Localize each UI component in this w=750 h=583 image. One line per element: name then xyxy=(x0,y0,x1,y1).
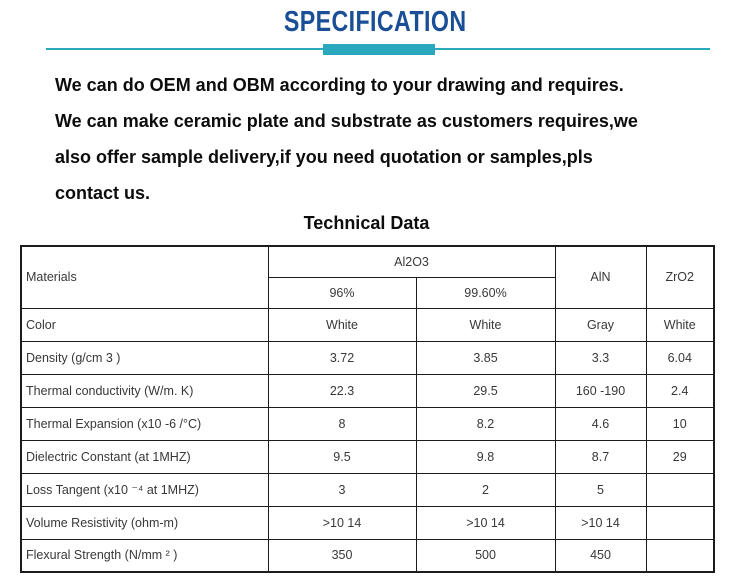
materials-header-cell: Materials xyxy=(20,245,269,309)
title-divider xyxy=(0,44,750,55)
row-label-cell: Volume Resistivity (ohm-m) xyxy=(20,505,269,540)
row-label-cell: Dielectric Constant (at 1MHZ) xyxy=(20,439,269,474)
al2o3-9960-header-cell: 99.60% xyxy=(415,276,556,309)
row-value-cell: 22.3 xyxy=(267,373,417,408)
row-value-cell: 450 xyxy=(554,538,647,573)
row-value-cell: 8 xyxy=(267,406,417,441)
intro-paragraph: We can do OEM and OBM according to your … xyxy=(55,67,700,211)
row-value-cell: 500 xyxy=(415,538,556,573)
table-row-volume-resistivity: Volume Resistivity (ohm-m) >10 14 >10 14… xyxy=(20,505,715,540)
page-title-row: SPECIFICATION xyxy=(0,0,750,39)
intro-line-2: We can make ceramic plate and substrate … xyxy=(55,111,638,131)
technical-data-table: Materials Al2O3 AlN ZrO2 96% 99.60% Colo… xyxy=(20,245,715,573)
table-row-dielectric-constant: Dielectric Constant (at 1MHZ) 9.5 9.8 8.… xyxy=(20,439,715,474)
row-value-cell: Gray xyxy=(554,307,647,342)
table-row-thermal-expansion: Thermal Expansion (x10 -6 /°C) 8 8.2 4.6… xyxy=(20,406,715,441)
row-label-cell: Density (g/cm 3 ) xyxy=(20,340,269,375)
row-label-cell: Color xyxy=(20,307,269,342)
aln-header-cell: AlN xyxy=(554,245,647,309)
row-value-cell: >10 14 xyxy=(267,505,417,540)
al2o3-96-header-cell: 96% xyxy=(267,276,417,309)
row-label-cell: Loss Tangent (x10 ⁻⁴ at 1MHZ) xyxy=(20,472,269,507)
row-value-cell: White xyxy=(415,307,556,342)
row-value-cell: 3.3 xyxy=(554,340,647,375)
row-value-cell: 2 xyxy=(415,472,556,507)
row-value-cell: 160 -190 xyxy=(554,373,647,408)
row-value-cell xyxy=(645,538,715,573)
table-row-density: Density (g/cm 3 ) 3.72 3.85 3.3 6.04 xyxy=(20,340,715,375)
row-value-cell: 3 xyxy=(267,472,417,507)
table-row-flexural-strength: Flexural Strength (N/mm ² ) 350 500 450 xyxy=(20,538,715,573)
row-value-cell xyxy=(645,472,715,507)
technical-data-heading: Technical Data xyxy=(303,213,430,233)
intro-line-4: contact us. xyxy=(55,183,151,203)
row-value-cell: 5 xyxy=(554,472,647,507)
row-value-cell: 29.5 xyxy=(415,373,556,408)
al2o3-group-header-cell: Al2O3 xyxy=(267,245,556,278)
row-value-cell: 2.4 xyxy=(645,373,715,408)
table-header-row-2: 96% 99.60% xyxy=(21,276,714,309)
row-value-cell: White xyxy=(267,307,417,342)
table-header-row-1: Materials Al2O3 AlN ZrO2 xyxy=(20,245,715,309)
row-value-cell: 8.2 xyxy=(415,406,556,441)
row-value-cell: 6.04 xyxy=(645,340,715,375)
table-row-loss-tangent: Loss Tangent (x10 ⁻⁴ at 1MHZ) 3 2 5 xyxy=(20,472,715,507)
row-label-cell: Flexural Strength (N/mm ² ) xyxy=(20,538,269,573)
row-value-cell: 4.6 xyxy=(554,406,647,441)
row-value-cell: 8.7 xyxy=(554,439,647,474)
row-value-cell: 350 xyxy=(267,538,417,573)
row-label-cell: Thermal conductivity (W/m. K) xyxy=(20,373,269,408)
row-value-cell: 9.5 xyxy=(267,439,417,474)
zro2-header-cell: ZrO2 xyxy=(645,245,715,309)
row-value-cell: 29 xyxy=(645,439,715,474)
intro-line-1: We can do OEM and OBM according to your … xyxy=(55,75,624,95)
row-value-cell: White xyxy=(645,307,715,342)
page-title: SPECIFICATION xyxy=(283,6,467,38)
table-row-color: Color White White Gray White xyxy=(20,307,715,342)
row-label-cell: Thermal Expansion (x10 -6 /°C) xyxy=(20,406,269,441)
divider-accent-block xyxy=(323,44,435,55)
intro-line-3: also offer sample delivery,if you need q… xyxy=(55,147,593,167)
row-value-cell: 10 xyxy=(645,406,715,441)
row-value-cell xyxy=(645,505,715,540)
row-value-cell: >10 14 xyxy=(415,505,556,540)
row-value-cell: 9.8 xyxy=(415,439,556,474)
table-row-thermal-conductivity: Thermal conductivity (W/m. K) 22.3 29.5 … xyxy=(20,373,715,408)
row-value-cell: >10 14 xyxy=(554,505,647,540)
row-value-cell: 3.85 xyxy=(415,340,556,375)
row-value-cell: 3.72 xyxy=(267,340,417,375)
